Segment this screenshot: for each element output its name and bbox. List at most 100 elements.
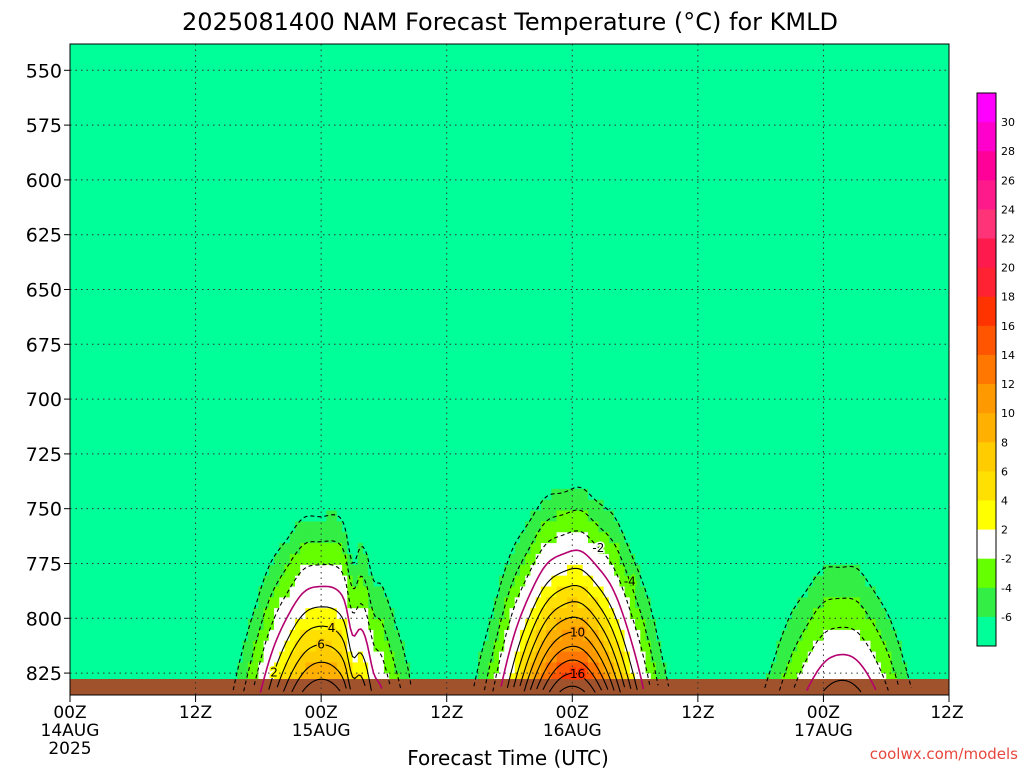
field-cell <box>185 76 191 88</box>
field-cell <box>195 608 202 620</box>
field-cell <box>122 488 129 501</box>
field-cell <box>342 326 348 338</box>
field-cell <box>300 564 307 577</box>
field-cell <box>488 152 495 164</box>
field-cell <box>268 456 275 468</box>
field-cell <box>221 315 228 327</box>
field-cell <box>347 434 354 447</box>
field-cell <box>75 532 82 544</box>
field-cell <box>237 586 244 598</box>
field-cell <box>294 250 301 262</box>
field-cell <box>478 391 484 403</box>
field-cell <box>336 640 343 653</box>
field-cell <box>294 239 301 251</box>
field-cell <box>389 76 395 88</box>
field-cell <box>242 65 249 78</box>
field-cell <box>153 391 160 403</box>
field-cell <box>279 293 286 305</box>
field-cell <box>274 87 280 99</box>
field-cell <box>117 391 123 403</box>
field-cell <box>467 412 474 425</box>
field-cell <box>253 336 259 349</box>
field-cell <box>85 412 92 425</box>
field-cell <box>383 239 390 251</box>
field-cell <box>70 261 76 273</box>
field-cell <box>404 391 411 403</box>
field-cell <box>300 65 307 78</box>
field-cell <box>132 326 139 338</box>
field-cell <box>253 553 259 566</box>
field-cell <box>158 54 165 67</box>
field-cell <box>138 510 144 522</box>
field-cell <box>499 239 505 251</box>
field-cell <box>289 228 296 240</box>
field-cell <box>488 119 495 132</box>
field-cell <box>122 662 129 674</box>
field-cell <box>289 304 296 316</box>
field-cell <box>90 119 97 132</box>
field-cell <box>101 586 108 598</box>
field-cell <box>420 478 427 490</box>
field-cell <box>404 553 411 566</box>
field-cell <box>263 347 270 360</box>
field-cell <box>70 195 76 208</box>
field-cell <box>247 239 254 251</box>
field-cell <box>237 326 244 338</box>
field-cell <box>179 499 186 512</box>
field-cell <box>80 402 87 414</box>
field-cell <box>242 44 249 56</box>
field-cell <box>352 423 359 436</box>
field-cell <box>321 282 327 295</box>
field-cell <box>148 510 155 522</box>
field-cell <box>185 651 191 664</box>
field-cell <box>410 521 416 533</box>
field-cell <box>404 488 411 501</box>
field-cell <box>85 423 92 436</box>
field-cell <box>289 336 296 349</box>
field-cell <box>415 380 422 392</box>
field-cell <box>96 206 102 219</box>
field-cell <box>404 282 411 295</box>
field-cell <box>70 586 76 598</box>
field-cell <box>195 109 202 121</box>
field-cell <box>247 488 254 501</box>
field-cell <box>420 185 427 197</box>
field-cell <box>195 282 202 295</box>
field-cell <box>237 445 244 457</box>
field-cell <box>232 261 239 273</box>
field-cell <box>326 499 333 512</box>
field-cell <box>457 195 464 208</box>
field-cell <box>472 467 479 479</box>
field-cell <box>263 87 270 99</box>
field-cell <box>263 456 270 468</box>
field-cell <box>216 185 223 197</box>
field-cell <box>90 358 97 371</box>
field-cell <box>457 326 464 338</box>
field-cell <box>300 619 307 631</box>
field-cell <box>441 98 448 110</box>
field-cell <box>169 98 176 110</box>
field-cell <box>462 380 469 392</box>
field-cell <box>478 380 484 392</box>
field-cell <box>472 456 479 468</box>
field-cell <box>179 434 186 447</box>
field-cell <box>436 434 443 447</box>
field-cell <box>185 478 191 490</box>
field-cell <box>96 521 102 533</box>
field-cell <box>132 261 139 273</box>
field-cell <box>85 141 92 154</box>
field-cell <box>451 206 458 219</box>
field-cell <box>90 152 97 164</box>
field-cell <box>363 597 369 609</box>
field-cell <box>451 640 458 653</box>
field-cell <box>195 304 202 316</box>
field-cell <box>90 597 97 609</box>
field-cell <box>117 412 123 425</box>
field-cell <box>300 575 307 588</box>
field-cell <box>195 65 202 78</box>
field-cell <box>80 347 87 360</box>
field-cell <box>389 543 395 555</box>
field-cell <box>216 87 223 99</box>
field-cell <box>389 87 395 99</box>
field-cell <box>305 206 312 219</box>
